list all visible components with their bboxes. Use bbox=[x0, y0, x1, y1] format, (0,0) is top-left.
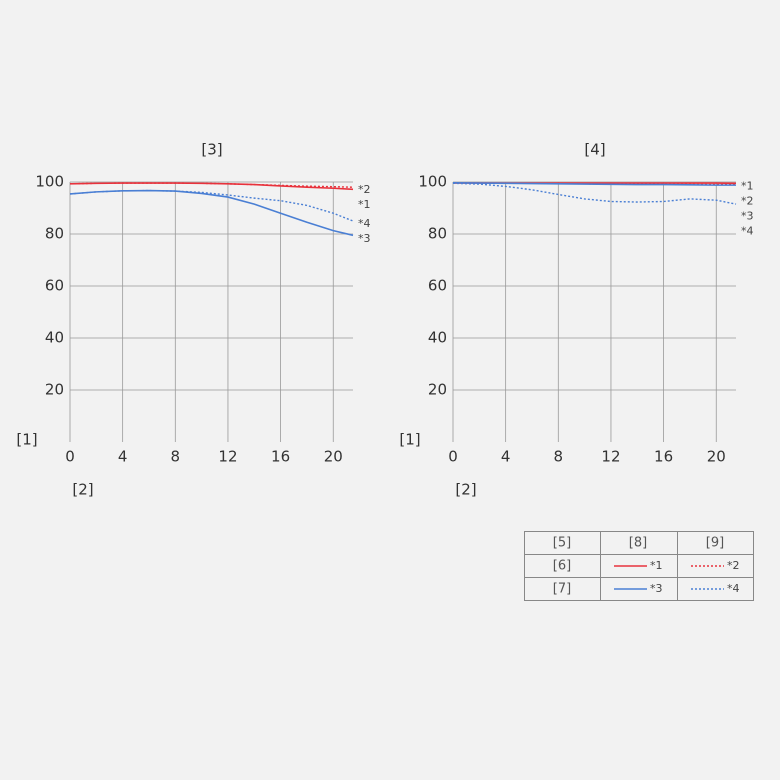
chart-title: [3] bbox=[201, 141, 222, 159]
x-tick-label: 20 bbox=[324, 448, 343, 466]
table-row-label: [7] bbox=[553, 582, 571, 597]
x-tick-label: 8 bbox=[171, 448, 181, 466]
x-tick-label: 16 bbox=[271, 448, 290, 466]
y-tick-label: 100 bbox=[35, 173, 64, 191]
series-line bbox=[452, 182, 737, 205]
table-header: [9] bbox=[706, 536, 724, 551]
series-end-label: *4 bbox=[358, 217, 371, 230]
x-tick-label: 12 bbox=[601, 448, 620, 466]
series-end-label: *2 bbox=[741, 194, 754, 207]
y-tick-label: 100 bbox=[418, 173, 447, 191]
y-tick-label: 20 bbox=[428, 381, 447, 399]
table-header: [8] bbox=[629, 536, 647, 551]
series-line bbox=[452, 181, 736, 186]
x-tick-label: 20 bbox=[707, 448, 726, 466]
legend-label: *4 bbox=[727, 582, 740, 595]
y-axis-label: [1] bbox=[16, 431, 37, 449]
series-end-label: *3 bbox=[741, 209, 754, 222]
y-tick-label: 40 bbox=[428, 329, 447, 347]
x-tick-label: 0 bbox=[448, 448, 458, 466]
y-axis-label: [1] bbox=[399, 431, 420, 449]
x-tick-label: 8 bbox=[554, 448, 564, 466]
series-end-label: *1 bbox=[358, 198, 371, 211]
series-end-label: *2 bbox=[358, 183, 371, 196]
series-end-label: *1 bbox=[741, 179, 754, 192]
table-row-label: [6] bbox=[553, 559, 571, 574]
y-tick-label: 60 bbox=[45, 277, 64, 295]
table-frame bbox=[524, 531, 754, 601]
series-end-label: *3 bbox=[358, 232, 371, 245]
y-tick-label: 80 bbox=[428, 225, 447, 243]
x-tick-label: 4 bbox=[501, 448, 511, 466]
x-tick-label: 0 bbox=[65, 448, 75, 466]
x-tick-label: 16 bbox=[654, 448, 673, 466]
legend-table bbox=[524, 531, 754, 601]
legend-label: *1 bbox=[650, 559, 663, 572]
x-tick-label: 4 bbox=[118, 448, 128, 466]
series-line bbox=[69, 182, 354, 188]
y-tick-label: 40 bbox=[45, 329, 64, 347]
x-axis-label: [2] bbox=[455, 481, 476, 499]
legend-label: *3 bbox=[650, 582, 663, 595]
y-tick-label: 60 bbox=[428, 277, 447, 295]
chart-title: [4] bbox=[584, 141, 605, 159]
legend-label: *2 bbox=[727, 559, 740, 572]
y-tick-label: 80 bbox=[45, 225, 64, 243]
series-end-label: *4 bbox=[741, 224, 754, 237]
series-line bbox=[69, 189, 354, 237]
series-line bbox=[69, 189, 354, 222]
y-tick-label: 20 bbox=[45, 381, 64, 399]
table-header: [5] bbox=[553, 536, 571, 551]
x-axis-label: [2] bbox=[72, 481, 93, 499]
x-tick-label: 12 bbox=[218, 448, 237, 466]
